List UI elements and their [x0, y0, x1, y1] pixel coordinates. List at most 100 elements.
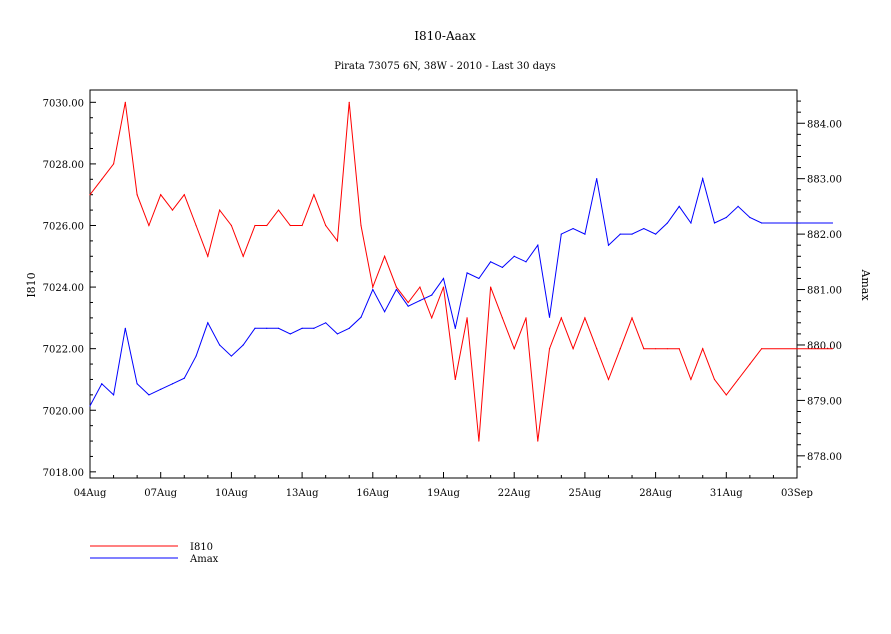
data-point-i810: [831, 348, 833, 350]
data-point-i810: [690, 378, 692, 381]
data-point-amax: [737, 205, 739, 207]
data-point-i810: [607, 378, 610, 381]
data-point-amax: [678, 205, 680, 207]
data-point-i810: [702, 348, 704, 350]
data-point-i810: [548, 348, 551, 350]
data-point-amax: [572, 227, 574, 230]
x-tick-label: 16Aug: [356, 488, 389, 499]
data-point-amax: [419, 300, 421, 302]
data-point-amax: [112, 394, 115, 396]
data-point-i810: [490, 286, 492, 288]
data-point-amax: [525, 261, 527, 263]
y2-tick-label: 881.00: [807, 286, 842, 297]
data-point-amax: [442, 277, 445, 280]
data-point-i810: [89, 194, 91, 196]
chart-subtitle: Pirata 73075 6N, 38W - 2010 - Last 30 da…: [334, 61, 556, 72]
data-point-i810: [112, 163, 115, 165]
data-point-i810: [678, 348, 680, 350]
y2-tick-label: 882.00: [807, 230, 842, 241]
data-point-i810: [124, 101, 126, 103]
y-tick-label: 7020.00: [43, 406, 84, 417]
data-point-i810: [513, 348, 515, 350]
data-point-amax: [466, 272, 468, 274]
y-tick-label: 7018.00: [43, 468, 84, 479]
data-point-i810: [101, 178, 103, 180]
data-point-amax: [124, 327, 126, 329]
data-point-i810: [643, 348, 645, 350]
data-point-i810: [372, 286, 374, 288]
data-point-i810: [325, 224, 327, 227]
data-point-amax: [254, 327, 256, 329]
data-point-amax: [584, 233, 586, 235]
data-point-i810: [596, 348, 598, 350]
data-point-i810: [395, 286, 397, 288]
data-point-i810: [584, 317, 586, 319]
data-point-i810: [749, 363, 751, 365]
data-point-amax: [277, 327, 280, 329]
data-point-i810: [336, 240, 339, 242]
y-tick-label: 7028.00: [43, 160, 84, 171]
data-point-i810: [525, 317, 527, 319]
data-point-i810: [230, 224, 232, 227]
data-point-amax: [160, 388, 162, 390]
data-point-amax: [183, 377, 185, 379]
data-point-amax: [171, 383, 174, 385]
data-point-i810: [407, 301, 409, 304]
data-point-i810: [360, 224, 362, 227]
data-point-i810: [266, 224, 268, 227]
data-point-i810: [160, 194, 162, 196]
data-point-amax: [431, 294, 433, 296]
data-point-amax: [372, 288, 374, 291]
data-point-i810: [655, 348, 657, 350]
data-point-i810: [725, 394, 727, 396]
data-point-i810: [466, 317, 468, 319]
data-point-i810: [289, 224, 291, 227]
data-point-i810: [431, 317, 433, 319]
data-point-amax: [607, 244, 610, 246]
data-point-amax: [560, 233, 562, 235]
data-point-amax: [690, 222, 692, 224]
x-tick-label: 28Aug: [639, 488, 672, 499]
legend-label: Amax: [189, 554, 219, 565]
data-point-amax: [454, 327, 456, 329]
data-point-i810: [419, 286, 421, 288]
data-point-amax: [596, 178, 598, 180]
data-point-amax: [301, 327, 303, 329]
data-point-amax: [537, 244, 539, 246]
data-point-i810: [537, 440, 539, 442]
x-tick-label: 13Aug: [286, 488, 319, 499]
data-point-i810: [348, 101, 350, 103]
y2-tick-label: 880.00: [807, 341, 842, 352]
data-point-amax: [513, 255, 515, 257]
data-point-amax: [266, 327, 268, 329]
data-point-i810: [219, 209, 221, 211]
x-tick-label: 03Sep: [781, 488, 813, 499]
y-tick-label: 7030.00: [43, 98, 84, 109]
data-point-amax: [207, 322, 209, 324]
y2-tick-label: 879.00: [807, 396, 842, 407]
data-point-i810: [501, 317, 504, 319]
data-point-amax: [490, 261, 492, 263]
data-point-amax: [383, 311, 386, 313]
legend-label: I810: [190, 542, 213, 553]
data-point-amax: [289, 333, 291, 335]
chart-title: I810-Aaax: [414, 29, 476, 43]
y-tick-label: 7026.00: [43, 221, 84, 232]
data-point-amax: [631, 233, 633, 235]
data-point-amax: [336, 333, 339, 335]
data-point-i810: [383, 255, 386, 257]
data-point-amax: [725, 216, 727, 219]
data-point-amax: [749, 216, 751, 219]
data-point-amax: [230, 355, 232, 357]
data-point-i810: [666, 348, 668, 350]
data-point-amax: [619, 233, 621, 235]
data-point-amax: [313, 327, 315, 329]
data-point-i810: [619, 348, 621, 350]
data-point-i810: [478, 440, 480, 442]
data-point-i810: [148, 224, 150, 227]
data-point-i810: [572, 348, 574, 350]
x-tick-label: 04Aug: [74, 488, 107, 499]
data-point-amax: [242, 344, 244, 346]
